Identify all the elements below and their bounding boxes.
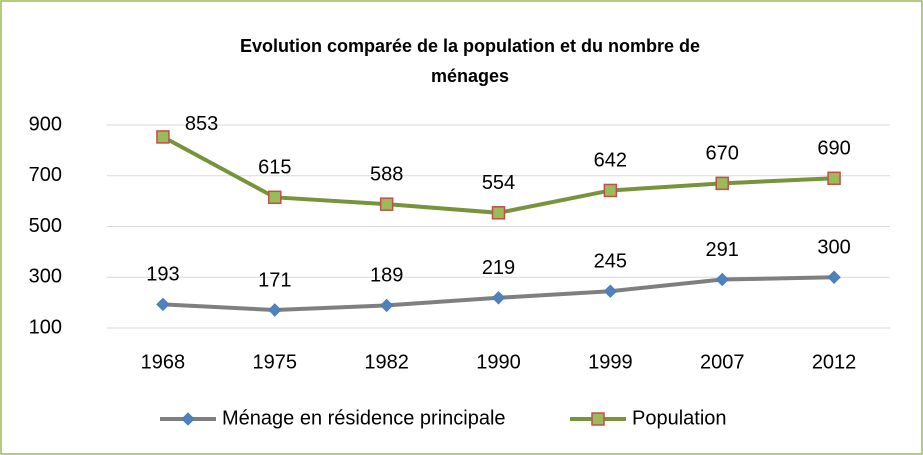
marker (268, 190, 282, 205)
data-label: 853 (185, 113, 218, 135)
marker (715, 176, 729, 191)
x-tick-label: 1975 (253, 351, 298, 373)
x-tick-label: 1999 (588, 351, 633, 373)
marker (827, 270, 841, 284)
y-tick-label: 500 (29, 215, 62, 237)
x-tick-label: 1982 (364, 351, 409, 373)
x-tick-label: 2012 (812, 351, 857, 373)
y-tick-label: 100 (29, 316, 62, 338)
data-label: 554 (482, 172, 515, 194)
marker (379, 197, 394, 211)
marker (491, 206, 506, 220)
x-tick-label: 2007 (700, 351, 745, 373)
y-tick-label: 900 (29, 113, 62, 135)
marker (827, 171, 841, 186)
data-label: 642 (594, 150, 627, 172)
data-label: 245 (594, 250, 627, 272)
data-label: 189 (370, 265, 403, 287)
data-label: 615 (258, 157, 291, 179)
marker (491, 291, 506, 305)
marker (379, 298, 394, 313)
data-label: 588 (370, 163, 403, 185)
marker (603, 183, 618, 198)
data-label: 670 (706, 143, 739, 165)
data-label: 219 (482, 257, 515, 279)
legend-marker (181, 412, 195, 426)
marker (603, 284, 618, 298)
marker (715, 272, 729, 287)
y-tick-label: 700 (29, 164, 62, 186)
data-label: 193 (146, 264, 179, 286)
marker (156, 297, 170, 312)
legend-marker (591, 412, 605, 426)
x-tick-label: 1990 (476, 351, 521, 373)
marker (156, 130, 170, 144)
legend-label: Ménage en résidence principale (222, 407, 506, 429)
x-tick-label: 1968 (141, 351, 186, 373)
data-label: 171 (258, 269, 291, 291)
y-tick-label: 300 (29, 266, 62, 288)
data-label: 690 (817, 138, 850, 160)
chart-title: Evolution comparée de la population et d… (240, 36, 700, 86)
marker (268, 303, 282, 317)
data-label: 291 (706, 239, 739, 261)
legend-label: Population (632, 407, 727, 429)
data-label: 300 (817, 237, 850, 259)
